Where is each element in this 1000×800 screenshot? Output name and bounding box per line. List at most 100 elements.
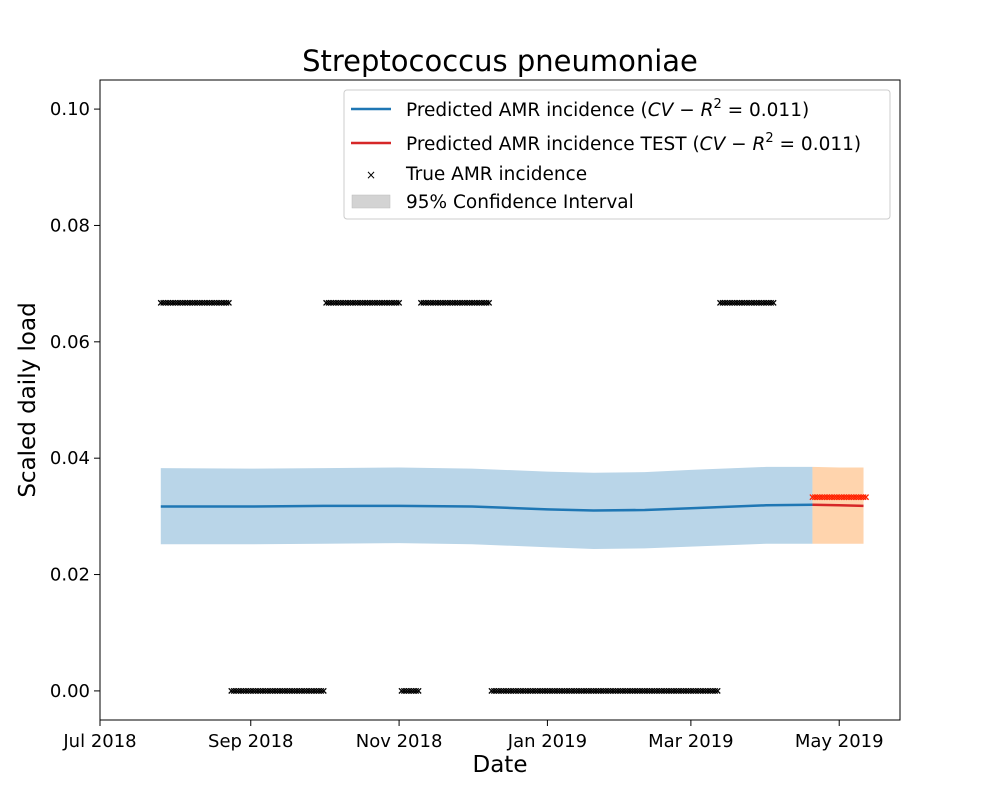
y-tick-label: 0.08: [50, 215, 90, 236]
true-incidence-point: [289, 687, 296, 694]
true-incidence-point: [160, 299, 167, 306]
true-incidence-point: [605, 687, 612, 694]
true-incidence-point: [614, 687, 621, 694]
true-incidence-point: [420, 299, 427, 306]
true-incidence-point: [678, 687, 685, 694]
true-incidence-point: [738, 299, 746, 306]
true-incidence-point: [575, 687, 583, 694]
true-incidence-point: [172, 299, 179, 306]
true-incidence-test-point: [821, 494, 828, 501]
true-incidence-point: [223, 299, 230, 306]
true-incidence-point: [537, 687, 544, 694]
true-incidence-point: [675, 687, 682, 694]
true-incidence-point: [451, 299, 459, 306]
true-incidence-point: [437, 299, 444, 306]
true-incidence-point: [673, 687, 680, 694]
true-incidence-point: [357, 299, 364, 306]
true-incidence-point: [318, 687, 325, 694]
true-incidence-point: [257, 687, 264, 694]
true-incidence-point: [663, 687, 670, 694]
true-incidence-point: [597, 687, 604, 694]
true-incidence-point: [685, 687, 692, 694]
true-incidence-test-point: [811, 494, 818, 501]
true-incidence-point: [206, 299, 213, 306]
true-incidence-point: [607, 687, 614, 694]
true-incidence-point: [344, 299, 352, 306]
plot-area: [157, 299, 870, 694]
true-incidence-point: [408, 687, 415, 694]
true-incidence-point: [641, 687, 648, 694]
true-incidence-test-point: [826, 494, 833, 501]
true-incidence-point: [216, 299, 223, 306]
true-incidence-point: [500, 687, 507, 694]
true-incidence-point: [184, 299, 191, 306]
true-incidence-point: [361, 299, 369, 306]
true-incidence-point: [473, 299, 480, 306]
true-incidence-point: [682, 687, 690, 694]
true-incidence-point: [240, 687, 247, 694]
x-tick-label: Nov 2018: [356, 731, 443, 752]
x-tick-label: Jan 2019: [507, 731, 587, 752]
true-incidence-point: [634, 687, 641, 694]
true-incidence-point: [585, 687, 592, 694]
true-incidence-point: [162, 299, 169, 306]
true-incidence-point: [600, 687, 607, 694]
true-incidence-point: [177, 299, 184, 306]
true-incidence-point: [427, 299, 434, 306]
true-incidence-point: [230, 687, 237, 694]
true-incidence-point: [422, 299, 429, 306]
true-incidence-point: [276, 687, 283, 694]
true-incidence-point: [583, 687, 590, 694]
true-incidence-point: [191, 299, 198, 306]
true-incidence-point: [534, 687, 541, 694]
true-incidence-point: [386, 299, 393, 306]
true-incidence-point: [393, 299, 400, 306]
true-incidence-point: [388, 299, 395, 306]
true-incidence-point: [194, 299, 201, 306]
true-incidence-point: [561, 687, 568, 694]
true-incidence-point: [383, 299, 390, 306]
true-incidence-point: [323, 299, 330, 306]
true-incidence-point: [286, 687, 293, 694]
true-incidence-point: [165, 299, 172, 306]
true-incidence-point: [468, 299, 476, 306]
true-incidence-point: [182, 299, 189, 306]
true-incidence-point: [279, 687, 286, 694]
true-incidence-test-point: [853, 494, 860, 501]
true-incidence-point: [189, 299, 196, 306]
true-incidence-point: [602, 687, 609, 694]
true-incidence-point: [274, 687, 281, 694]
true-incidence-point: [578, 687, 585, 694]
true-incidence-point: [228, 687, 235, 694]
true-incidence-point: [522, 687, 529, 694]
true-incidence-point: [661, 687, 668, 694]
true-incidence-point: [709, 687, 716, 694]
true-incidence-point: [512, 687, 519, 694]
legend-label-predicted: Predicted AMR incidence (CV − R2 = 0.011…: [406, 97, 809, 121]
true-incidence-point: [770, 299, 777, 306]
true-incidence-point: [432, 299, 439, 306]
true-incidence-point: [610, 687, 617, 694]
true-incidence-point: [644, 687, 651, 694]
true-incidence-point: [668, 687, 675, 694]
true-incidence-point: [507, 687, 515, 694]
true-incidence-point: [267, 687, 274, 694]
true-incidence-point: [439, 299, 446, 306]
true-incidence-point: [250, 687, 257, 694]
true-incidence-point: [466, 299, 473, 306]
true-incidence-point: [687, 687, 694, 694]
x-tick-label: Mar 2019: [648, 731, 734, 752]
true-incidence-point: [695, 687, 702, 694]
true-incidence-point: [417, 299, 425, 306]
true-incidence-point: [405, 687, 412, 694]
true-incidence-point: [755, 299, 763, 306]
true-incidence-point: [765, 299, 772, 306]
y-axis-label: Scaled daily load: [15, 302, 41, 497]
true-incidence-point: [573, 687, 580, 694]
true-incidence-test-point: [809, 494, 816, 501]
true-incidence-test-point: [823, 494, 831, 501]
true-incidence-point: [369, 299, 376, 306]
true-incidence-test-point: [819, 494, 826, 501]
true-incidence-point: [262, 687, 269, 694]
true-incidence-point: [371, 299, 378, 306]
